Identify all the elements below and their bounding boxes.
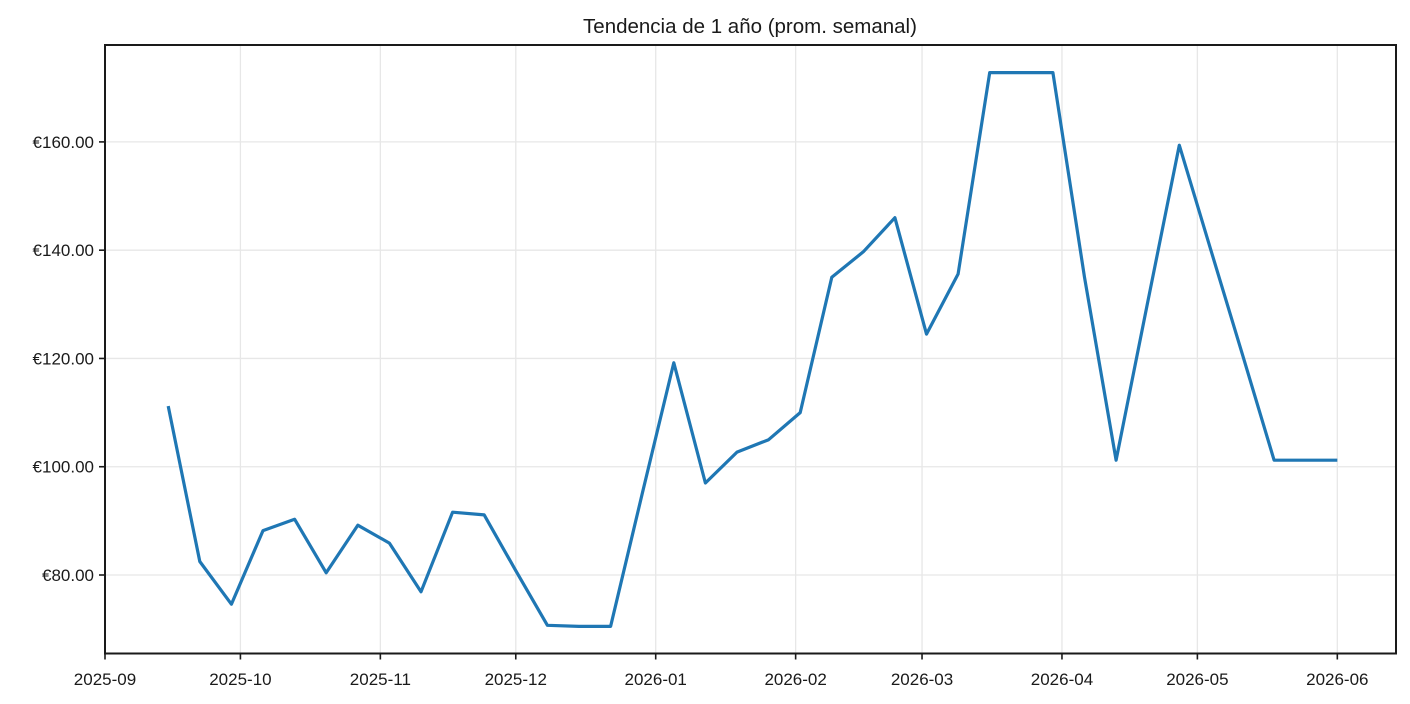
y-tick-label: €140.00 [33, 241, 94, 260]
x-tick-label: 2026-04 [1031, 670, 1093, 689]
x-tick-label: 2025-11 [350, 670, 411, 689]
tick-labels-group: 2025-09 2025-10 2025-11 2025-12 2026-01 2026-… [33, 133, 1369, 689]
axes-group [99, 44, 1397, 660]
gridlines-group [104, 45, 1396, 654]
x-tick-label: 2026-03 [891, 670, 953, 689]
y-tick-label: €120.00 [33, 349, 94, 368]
y-tick-label: €160.00 [33, 133, 94, 152]
y-tick-label: €100.00 [33, 458, 94, 477]
x-tick-label: 2026-01 [625, 670, 687, 689]
x-tick-label: 2026-05 [1166, 670, 1228, 689]
x-tick-label: 2026-02 [764, 670, 826, 689]
x-tick-label: 2025-09 [74, 670, 136, 689]
chart-title: Tendencia de 1 año (prom. semanal) [583, 15, 917, 38]
x-tick-label: 2025-10 [209, 670, 271, 689]
x-tick-label: 2026-06 [1306, 670, 1368, 689]
series-line [166, 70, 1338, 629]
y-tick-label: €80.00 [42, 566, 94, 585]
series-group [166, 70, 1338, 629]
plot-frame [104, 44, 1397, 655]
x-tick-label: 2025-12 [485, 670, 547, 689]
